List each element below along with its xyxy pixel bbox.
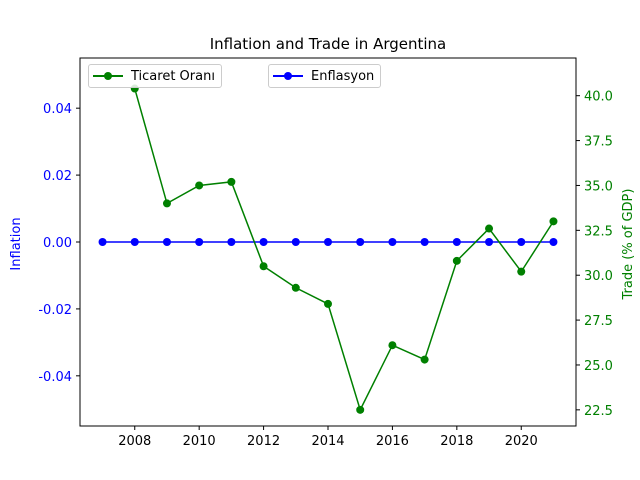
trade-data-point <box>517 267 526 276</box>
legend-trade: Ticaret Oranı <box>88 64 222 88</box>
inflation-data-point <box>259 238 268 246</box>
legend-inflation-marker <box>273 69 303 83</box>
legend-trade-marker <box>93 69 123 83</box>
y-tick-label-left: -0.02 <box>38 303 72 318</box>
inflation-data-point <box>291 238 300 246</box>
y-tick-label-right: 30.0 <box>584 269 613 284</box>
trade-data-point <box>162 199 171 208</box>
y-axis-label-left: Inflation <box>9 217 24 270</box>
y-tick-label-right: 37.5 <box>584 135 613 150</box>
y-tick-label-right: 27.5 <box>584 314 613 329</box>
trade-data-point <box>420 355 429 364</box>
trade-data-point <box>195 181 204 190</box>
y-tick-label-right: 35.0 <box>584 179 613 194</box>
trade-data-point <box>227 177 236 186</box>
x-tick-label: 2012 <box>247 434 280 449</box>
inflation-data-point <box>388 238 397 246</box>
inflation-data-point <box>485 238 494 246</box>
x-tick-label: 2020 <box>505 434 538 449</box>
y-tick-label-left: -0.04 <box>38 370 72 385</box>
inflation-data-point <box>195 238 204 246</box>
chart-title: Inflation and Trade in Argentina <box>210 35 447 53</box>
x-tick-label: 2018 <box>440 434 473 449</box>
plot-area: 2008 2010 2012 2014 2016 2018 2020 -0.04 -0.02 0.… <box>38 57 613 449</box>
trade-series-line <box>134 88 555 412</box>
y-tick-label-left: 0.00 <box>43 236 72 251</box>
inflation-data-point <box>98 238 107 246</box>
inflation-data-point <box>549 238 558 246</box>
inflation-data-point <box>452 238 461 246</box>
inflation-data-point <box>356 238 365 246</box>
trade-data-point <box>388 341 397 350</box>
inflation-data-point <box>517 238 526 246</box>
y-axis-label-right: Trade (% of GDP) <box>621 189 636 301</box>
trade-data-point <box>549 217 558 226</box>
inflation-data-point <box>420 238 429 246</box>
trade-data-point <box>485 224 494 233</box>
inflation-data-point <box>130 238 139 246</box>
x-tick-label: 2016 <box>376 434 409 449</box>
inflation-data-point <box>162 238 171 246</box>
trade-data-point <box>291 283 300 292</box>
trade-data-point <box>356 405 365 414</box>
y-tick-label-right: 40.0 <box>584 90 613 105</box>
x-tick-label: 2010 <box>183 434 216 449</box>
legend-inflation-label: Enflasyon <box>311 68 375 84</box>
y-tick-label-right: 32.5 <box>584 224 613 239</box>
inflation-data-point <box>227 238 236 246</box>
trade-data-point <box>259 262 268 271</box>
x-tick-label: 2008 <box>118 434 151 449</box>
x-tick-label: 2014 <box>311 434 344 449</box>
trade-data-point <box>452 256 461 265</box>
y-tick-label-left: 0.02 <box>43 169 72 184</box>
y-tick-label-left: 0.04 <box>43 102 72 117</box>
trade-data-point <box>324 299 332 308</box>
legend-inflation: Enflasyon <box>268 64 382 88</box>
legend-trade-label: Ticaret Oranı <box>131 68 215 84</box>
inflation-data-point <box>324 238 332 246</box>
y-tick-label-right: 25.0 <box>584 359 613 374</box>
y-tick-label-right: 22.5 <box>584 404 613 419</box>
